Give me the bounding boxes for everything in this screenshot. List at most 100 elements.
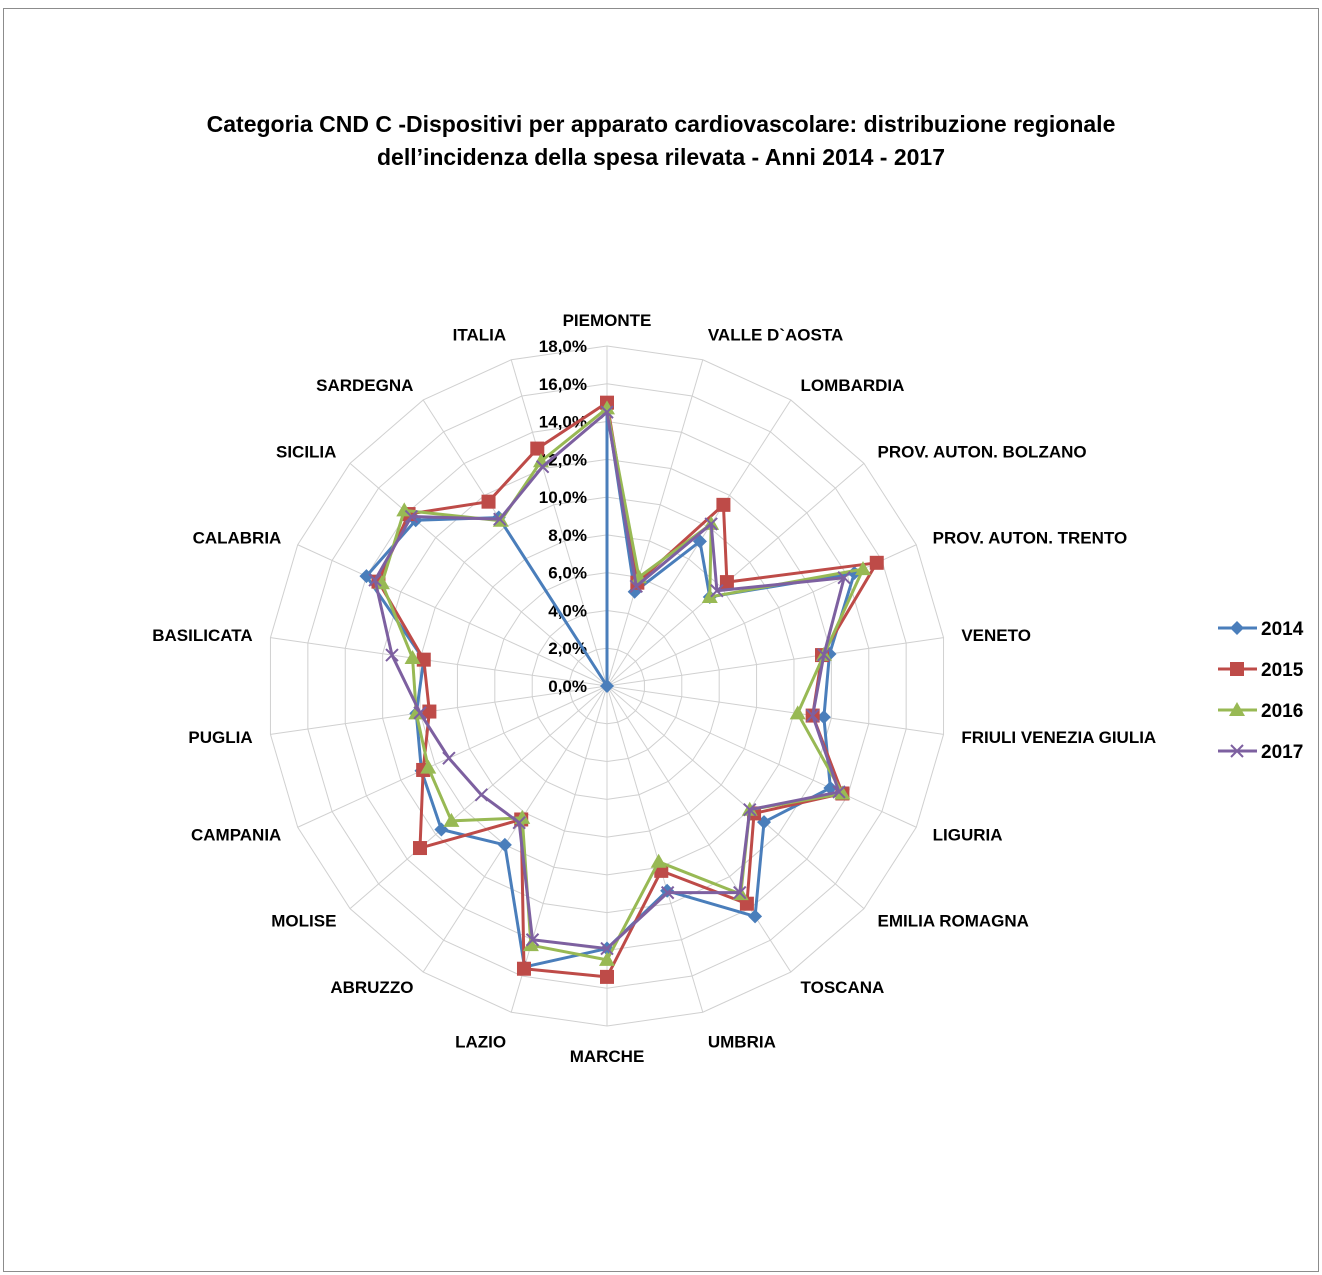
tick-label-7: 14,0% bbox=[539, 413, 587, 432]
legend-marker-2016 bbox=[1229, 702, 1245, 716]
point-2016-prov-auton-trento bbox=[855, 561, 872, 576]
category-label-basilicata: BASILICATA bbox=[152, 626, 252, 645]
chart-area bbox=[3, 8, 1319, 1272]
point-2017-calabria bbox=[368, 573, 382, 587]
legend-marker-2017 bbox=[1230, 744, 1244, 758]
point-2016-prov-auton-bolzano bbox=[701, 588, 718, 603]
tick-label-9: 18,0% bbox=[539, 337, 587, 356]
legend-item-2017: 2017 bbox=[1218, 742, 1303, 763]
point-2015-italia bbox=[530, 441, 545, 456]
spoke-veneto bbox=[606, 637, 944, 687]
point-2017-campania bbox=[442, 751, 456, 765]
point-2014-calabria bbox=[359, 569, 374, 584]
category-label-liguria: LIGURIA bbox=[933, 826, 1003, 845]
legend-label-2015: 2015 bbox=[1261, 660, 1304, 681]
category-label-abruzzo: ABRUZZO bbox=[330, 978, 413, 997]
radar-grid bbox=[269, 345, 945, 1027]
spoke-calabria bbox=[297, 544, 608, 687]
point-2015-lombardia bbox=[716, 497, 731, 512]
tick-label-0: 0,0% bbox=[548, 677, 587, 696]
point-2017-sicilia bbox=[404, 509, 419, 524]
point-2017-marche bbox=[600, 941, 614, 956]
category-label-prov-auton-trento: PROV. AUTON. TRENTO bbox=[933, 528, 1128, 547]
category-label-toscana: TOSCANA bbox=[801, 978, 885, 997]
spoke-umbria bbox=[606, 685, 704, 1013]
point-2016-marche bbox=[599, 951, 615, 966]
point-2016-liguria bbox=[834, 785, 851, 800]
point-2016-friuli-venezia-giulia bbox=[789, 705, 806, 720]
series-layer bbox=[359, 395, 884, 984]
point-2017-prov-auton-bolzano bbox=[710, 584, 724, 598]
point-2017-friuli-venezia-giulia bbox=[805, 708, 820, 723]
point-2015-molise bbox=[412, 841, 427, 856]
point-2017-veneto bbox=[817, 648, 831, 662]
category-label-sicilia: SICILIA bbox=[276, 443, 336, 462]
point-2017-lombardia bbox=[704, 517, 718, 531]
spoke-abruzzo bbox=[422, 685, 608, 973]
chart-title: Categoria CND C -Dispositivi per apparat… bbox=[0, 108, 1322, 174]
tick-label-4: 8,0% bbox=[548, 526, 587, 545]
legend-marker-2015 bbox=[1230, 662, 1244, 676]
spoke-friuli-venezia-giulia bbox=[606, 685, 944, 735]
point-2014-toscana bbox=[748, 909, 763, 924]
tick-labels: 0,0%2,0%4,0%6,0%8,0%10,0%12,0%14,0%16,0%… bbox=[539, 337, 587, 696]
category-label-veneto: VENETO bbox=[961, 626, 1031, 645]
spoke-valle-d-aosta bbox=[606, 359, 704, 687]
category-label-marche: MARCHE bbox=[570, 1047, 645, 1066]
point-2015-lazio bbox=[516, 961, 531, 976]
point-2016-molise bbox=[443, 812, 460, 827]
point-2014-italia bbox=[600, 679, 614, 693]
legend-marker-2014 bbox=[1230, 621, 1244, 635]
point-2016-lazio bbox=[522, 937, 539, 952]
point-2015-toscana bbox=[739, 896, 754, 911]
point-2017-puglia bbox=[413, 706, 427, 720]
point-2016-campania bbox=[420, 759, 437, 774]
category-label-lazio: LAZIO bbox=[455, 1032, 506, 1051]
spoke-puglia bbox=[270, 685, 608, 735]
point-2017-toscana bbox=[733, 885, 747, 900]
point-2017-emilia-romagna bbox=[743, 802, 757, 817]
spoke-lazio bbox=[510, 685, 608, 1013]
point-2017-abruzzo bbox=[512, 815, 526, 830]
spoke-prov-auton-bolzano bbox=[606, 462, 865, 687]
spoke-sicilia bbox=[349, 462, 608, 687]
spoke-emilia-romagna bbox=[606, 685, 865, 910]
category-label-puglia: PUGLIA bbox=[188, 728, 252, 747]
point-2014-friuli-venezia-giulia bbox=[816, 710, 831, 725]
legend-item-2015: 2015 bbox=[1218, 660, 1304, 681]
category-label-campania: CAMPANIA bbox=[191, 826, 281, 845]
chart-title-line-2: dell’incidenza della spesa rilevata - An… bbox=[376, 144, 945, 170]
category-label-molise: MOLISE bbox=[271, 911, 336, 930]
tick-label-3: 6,0% bbox=[548, 564, 587, 583]
category-label-emilia-romagna: EMILIA ROMAGNA bbox=[878, 911, 1029, 930]
category-label-piemonte: PIEMONTE bbox=[563, 311, 652, 330]
category-label-friuli-venezia-giulia: FRIULI VENEZIA GIULIA bbox=[961, 728, 1156, 747]
point-2017-liguria bbox=[832, 785, 846, 799]
point-2017-italia bbox=[535, 459, 550, 474]
legend-label-2016: 2016 bbox=[1261, 701, 1303, 722]
point-2016-calabria bbox=[373, 575, 390, 590]
category-label-lombardia: LOMBARDIA bbox=[801, 376, 905, 395]
spoke-campania bbox=[297, 685, 608, 828]
point-2014-abruzzo bbox=[497, 837, 512, 852]
series-2014 bbox=[359, 401, 862, 974]
tick-label-2: 4,0% bbox=[548, 601, 587, 620]
category-label-italia: ITALIA bbox=[453, 326, 507, 345]
series-line-2017 bbox=[373, 410, 846, 951]
legend-label-2014: 2014 bbox=[1261, 619, 1304, 640]
point-2015-marche bbox=[600, 969, 614, 984]
point-2015-sardegna bbox=[481, 494, 496, 509]
point-2016-piemonte bbox=[599, 400, 615, 415]
series-line-2015 bbox=[376, 401, 879, 979]
category-label-sardegna: SARDEGNA bbox=[316, 376, 413, 395]
legend-label-2017: 2017 bbox=[1261, 742, 1303, 763]
series-2017 bbox=[368, 405, 851, 956]
legend: 2014 2015 2016 2017 bbox=[1218, 619, 1304, 763]
category-label-calabria: CALABRIA bbox=[193, 528, 282, 547]
point-2017-lazio bbox=[525, 933, 540, 947]
category-labels: PIEMONTE VALLE D`AOSTA LOMBARDIA PROV. AUTO… bbox=[152, 311, 1156, 1066]
point-2017-sardegna bbox=[493, 512, 507, 526]
point-2015-prov-auton-trento bbox=[869, 555, 884, 570]
point-2015-basilicata bbox=[416, 652, 431, 667]
